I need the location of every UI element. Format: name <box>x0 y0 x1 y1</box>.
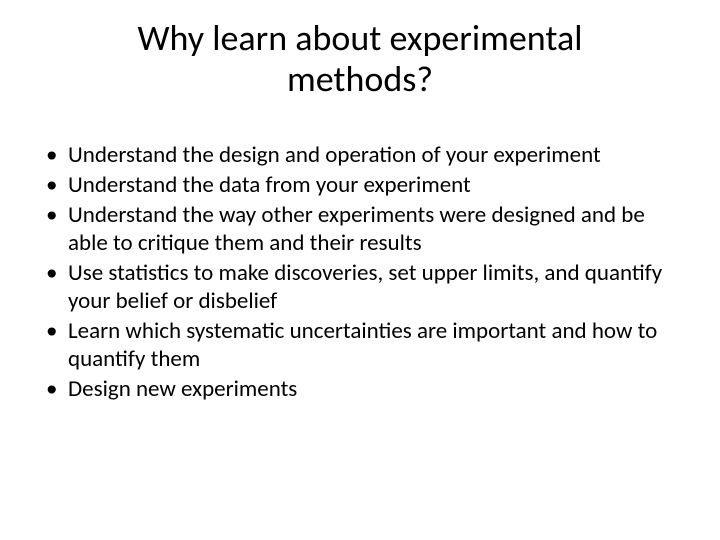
slide: Why learn about experimental methods? Un… <box>0 0 720 540</box>
list-item: Learn which systematic uncertainties are… <box>44 317 676 373</box>
list-item: Understand the design and operation of y… <box>44 141 676 169</box>
list-item: Understand the way other experiments wer… <box>44 201 676 257</box>
slide-title: Why learn about experimental methods? <box>40 18 680 101</box>
list-item: Design new experiments <box>44 375 676 403</box>
list-item: Understand the data from your experiment <box>44 171 676 199</box>
list-item: Use statistics to make discoveries, set … <box>44 259 676 315</box>
bullet-list: Understand the design and operation of y… <box>40 141 680 403</box>
